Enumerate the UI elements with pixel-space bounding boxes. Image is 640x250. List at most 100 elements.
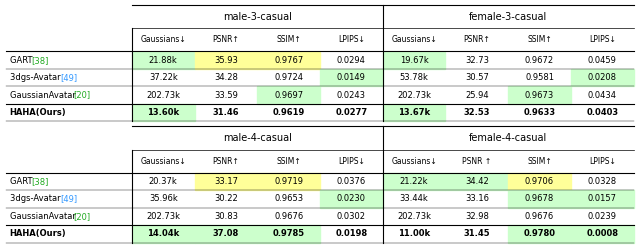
Text: 0.0208: 0.0208 <box>588 73 617 82</box>
Text: female-4-casual: female-4-casual <box>469 133 547 143</box>
Bar <box>571 225 634 242</box>
Text: male-3-casual: male-3-casual <box>223 12 292 22</box>
Text: PSNR↑: PSNR↑ <box>212 156 239 166</box>
Text: 25.94: 25.94 <box>465 90 488 100</box>
Text: 31.45: 31.45 <box>463 229 490 238</box>
Text: GART: GART <box>10 177 35 186</box>
Text: 14.04k: 14.04k <box>147 229 179 238</box>
Bar <box>195 52 257 69</box>
Text: 0.0459: 0.0459 <box>588 56 617 65</box>
Text: 0.9676: 0.9676 <box>525 212 554 221</box>
Text: 37.08: 37.08 <box>212 229 239 238</box>
Text: 0.0239: 0.0239 <box>588 212 617 221</box>
Bar <box>257 173 320 190</box>
Text: 13.67k: 13.67k <box>398 108 430 117</box>
Bar <box>257 225 320 242</box>
Bar <box>132 225 195 242</box>
Bar <box>195 225 257 242</box>
Text: 0.9676: 0.9676 <box>274 212 303 221</box>
Text: 0.9673: 0.9673 <box>525 90 554 100</box>
Text: 0.0328: 0.0328 <box>588 177 617 186</box>
Text: 33.17: 33.17 <box>214 177 238 186</box>
Text: 0.9767: 0.9767 <box>274 56 303 65</box>
Text: 0.0302: 0.0302 <box>337 212 366 221</box>
Text: 30.83: 30.83 <box>214 212 238 221</box>
Text: SSIM↑: SSIM↑ <box>527 35 552 44</box>
Text: Gaussians↓: Gaussians↓ <box>140 35 186 44</box>
Text: [20]: [20] <box>74 90 91 100</box>
Text: 0.9633: 0.9633 <box>524 108 556 117</box>
Text: 0.9581: 0.9581 <box>525 73 554 82</box>
Text: GaussianAvatar: GaussianAvatar <box>10 90 78 100</box>
Bar <box>383 173 445 190</box>
Text: 35.93: 35.93 <box>214 56 238 65</box>
Text: PSNR↑: PSNR↑ <box>212 35 239 44</box>
Text: 0.9719: 0.9719 <box>274 177 303 186</box>
Text: LPIPS↓: LPIPS↓ <box>338 35 365 44</box>
Bar <box>320 190 383 208</box>
Text: 202.73k: 202.73k <box>146 212 180 221</box>
Text: [49]: [49] <box>61 73 78 82</box>
Text: Gaussians↓: Gaussians↓ <box>391 35 437 44</box>
Text: 30.22: 30.22 <box>214 194 238 203</box>
Text: 30.57: 30.57 <box>465 73 489 82</box>
Text: 0.9697: 0.9697 <box>274 90 303 100</box>
Bar <box>383 104 445 121</box>
Text: LPIPS↓: LPIPS↓ <box>589 35 616 44</box>
Text: 202.73k: 202.73k <box>397 90 431 100</box>
Text: 0.9780: 0.9780 <box>524 229 556 238</box>
Text: 0.0243: 0.0243 <box>337 90 366 100</box>
Text: 33.44k: 33.44k <box>400 194 428 203</box>
Text: 53.78k: 53.78k <box>399 73 429 82</box>
Text: [49]: [49] <box>61 194 78 203</box>
Text: PSNR ↑: PSNR ↑ <box>462 156 492 166</box>
Text: 34.28: 34.28 <box>214 73 238 82</box>
Text: GaussianAvatar: GaussianAvatar <box>10 212 78 221</box>
Bar <box>571 190 634 208</box>
Text: 0.0198: 0.0198 <box>335 229 367 238</box>
Text: 21.88k: 21.88k <box>149 56 177 65</box>
Text: PSNR↑: PSNR↑ <box>463 35 490 44</box>
Text: 0.0277: 0.0277 <box>335 108 367 117</box>
Text: [38]: [38] <box>31 177 48 186</box>
Bar <box>571 69 634 86</box>
Text: Gaussians↓: Gaussians↓ <box>391 156 437 166</box>
Text: 3dgs-Avatar: 3dgs-Avatar <box>10 194 63 203</box>
Text: 0.0230: 0.0230 <box>337 194 366 203</box>
Text: 32.73: 32.73 <box>465 56 489 65</box>
Text: 32.98: 32.98 <box>465 212 489 221</box>
Text: 0.0008: 0.0008 <box>586 229 618 238</box>
Text: male-4-casual: male-4-casual <box>223 133 292 143</box>
Bar <box>132 52 195 69</box>
Text: HAHA(Ours): HAHA(Ours) <box>10 229 66 238</box>
Text: LPIPS↓: LPIPS↓ <box>338 156 365 166</box>
Text: 0.0403: 0.0403 <box>586 108 618 117</box>
Bar <box>320 69 383 86</box>
Text: 19.67k: 19.67k <box>400 56 428 65</box>
Text: 0.0376: 0.0376 <box>337 177 366 186</box>
Text: 202.73k: 202.73k <box>397 212 431 221</box>
Text: 33.16: 33.16 <box>465 194 489 203</box>
Bar <box>257 52 320 69</box>
Bar <box>508 190 571 208</box>
Text: 0.9653: 0.9653 <box>274 194 303 203</box>
Text: 0.9672: 0.9672 <box>525 56 554 65</box>
Text: 0.0294: 0.0294 <box>337 56 366 65</box>
Bar <box>195 173 257 190</box>
Text: 0.9785: 0.9785 <box>273 229 305 238</box>
Bar <box>508 225 571 242</box>
Text: 21.22k: 21.22k <box>400 177 428 186</box>
Text: LPIPS↓: LPIPS↓ <box>589 156 616 166</box>
Bar <box>257 86 320 104</box>
Bar <box>508 86 571 104</box>
Text: 0.0149: 0.0149 <box>337 73 366 82</box>
Text: SSIM↑: SSIM↑ <box>276 35 301 44</box>
Text: 35.96k: 35.96k <box>149 194 177 203</box>
Bar <box>508 173 571 190</box>
Bar <box>445 173 508 190</box>
Text: 0.9678: 0.9678 <box>525 194 554 203</box>
Text: [20]: [20] <box>74 212 91 221</box>
Text: female-3-casual: female-3-casual <box>469 12 547 22</box>
Text: SSIM↑: SSIM↑ <box>527 156 552 166</box>
Text: GART: GART <box>10 56 35 65</box>
